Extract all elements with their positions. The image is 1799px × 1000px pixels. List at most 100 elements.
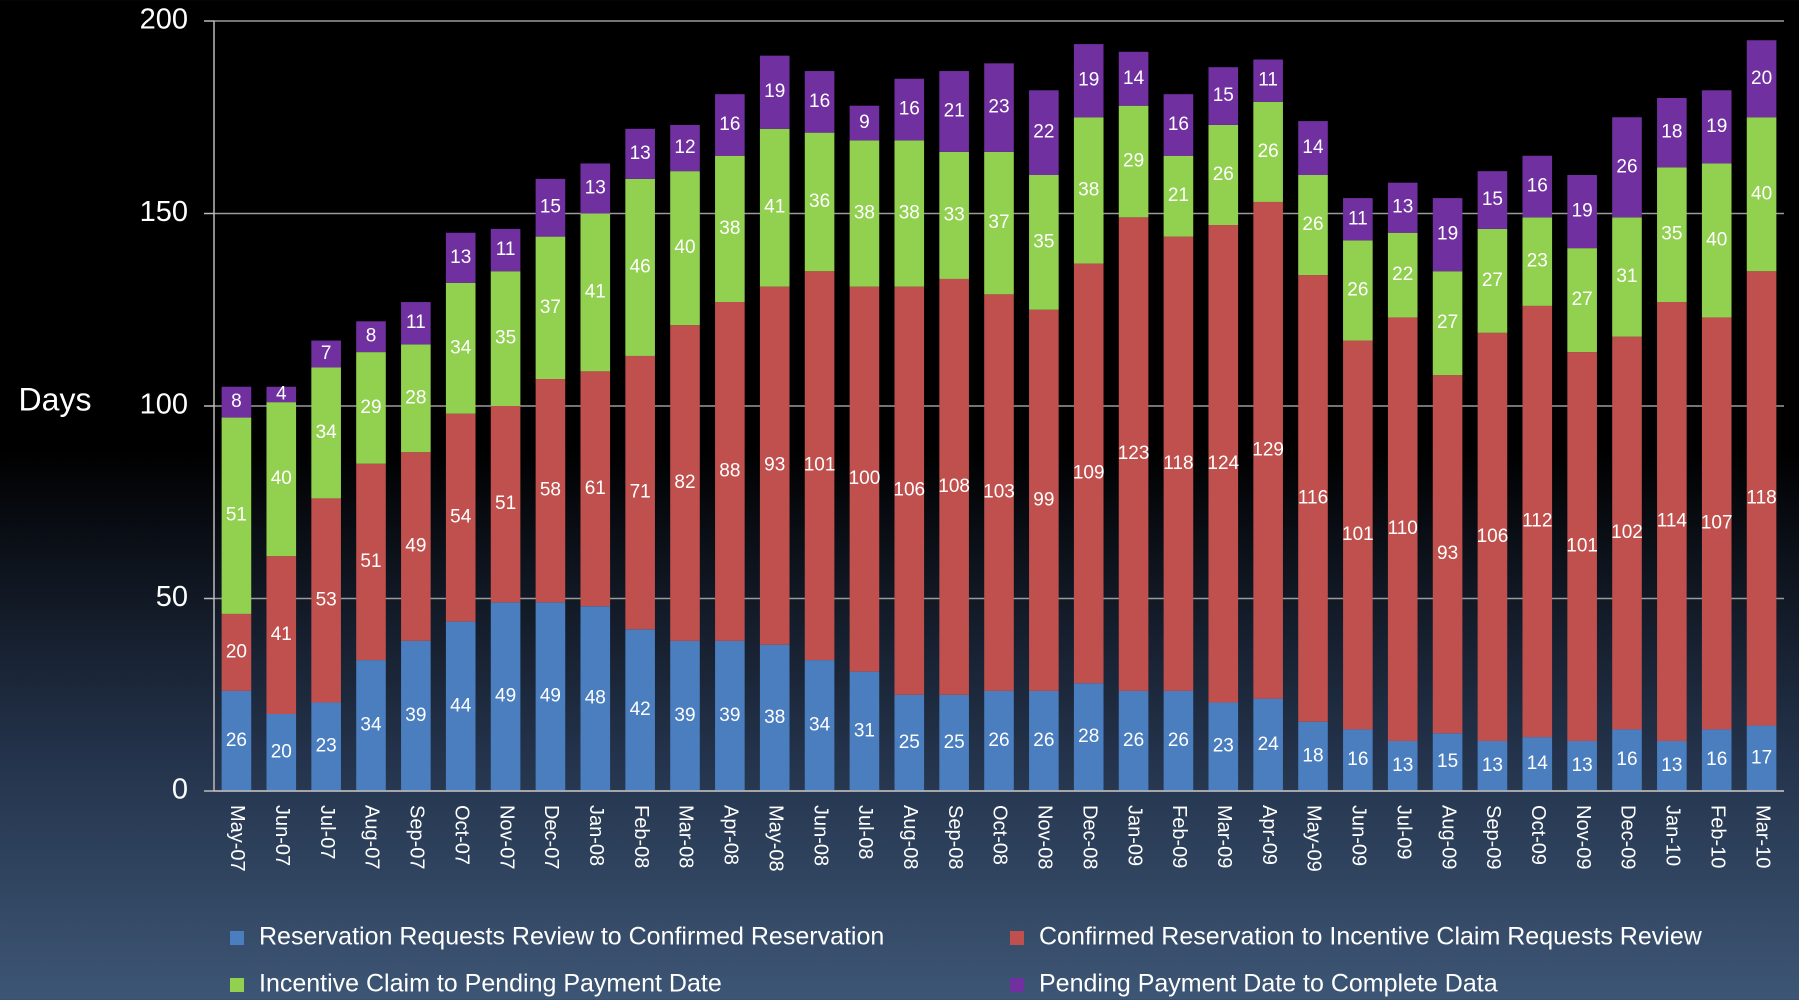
value-label: 51: [226, 505, 247, 526]
bar-segment: [984, 690, 1014, 791]
bar-segment: [1387, 232, 1418, 318]
legend-swatch: [1010, 978, 1024, 992]
value-label: 26: [226, 730, 247, 751]
x-tick-label: Aug-08: [899, 805, 921, 870]
value-label: 16: [1527, 176, 1548, 197]
legend-label: Incentive Claim to Pending Payment Date: [259, 970, 722, 998]
y-axis-label: Days: [19, 381, 92, 417]
value-label: 41: [585, 281, 606, 302]
value-label: 39: [405, 705, 426, 726]
value-label: 38: [1078, 179, 1099, 200]
x-tick-label: Feb-10: [1706, 805, 1728, 868]
value-label: 26: [1168, 730, 1189, 751]
value-label: 16: [899, 99, 920, 120]
bar-segment: [356, 463, 386, 661]
value-label: 53: [316, 589, 337, 610]
bar-segment: [1118, 690, 1149, 791]
value-label: 21: [944, 100, 965, 121]
bar-segment: [759, 55, 790, 129]
value-label: 13: [1392, 755, 1413, 776]
value-label: 39: [674, 705, 695, 726]
bar-segment: [356, 321, 386, 353]
value-label: 26: [1033, 730, 1054, 751]
bar-segment: [1298, 121, 1328, 175]
value-label: 26: [1616, 156, 1637, 177]
bar-segment: [1477, 228, 1508, 333]
value-label: 99: [1033, 489, 1054, 510]
x-tick-label: Jan-08: [585, 805, 607, 866]
x-tick-label: Jun-07: [271, 805, 293, 866]
value-label: 102: [1611, 522, 1643, 543]
bar-segment: [715, 302, 745, 641]
value-label: 16: [1706, 749, 1727, 770]
value-label: 23: [1527, 251, 1548, 272]
bar-segment: [1432, 733, 1463, 791]
value-label: 16: [1347, 749, 1368, 770]
bar-segment: [266, 386, 297, 403]
value-label: 16: [1616, 749, 1637, 770]
x-tick-label: Aug-09: [1437, 805, 1459, 870]
bar-segment: [490, 271, 521, 406]
bar-segment: [1208, 225, 1239, 703]
x-tick-label: Mar-09: [1213, 805, 1235, 868]
value-label: 22: [1033, 122, 1054, 143]
bar-segment: [356, 352, 386, 464]
x-tick-label: Mar-08: [675, 805, 697, 868]
value-label: 11: [1348, 208, 1368, 229]
value-label: 41: [271, 624, 292, 645]
bar-segment: [1163, 94, 1194, 156]
value-label: 22: [1392, 264, 1413, 285]
bar-segment: [1029, 690, 1059, 791]
bar-segment: [984, 151, 1014, 295]
x-tick-label: Feb-09: [1168, 805, 1190, 868]
bar-segment: [490, 602, 521, 791]
x-tick-label: Oct-08: [989, 805, 1011, 865]
value-label: 26: [1123, 730, 1144, 751]
value-label: 25: [944, 732, 965, 753]
bar-segment: [1163, 236, 1194, 691]
x-tick-label: Sep-08: [944, 805, 966, 870]
bar-segment: [1567, 175, 1597, 249]
legend-swatch: [230, 931, 244, 945]
value-label: 26: [1258, 141, 1279, 162]
bar-segment: [401, 344, 431, 453]
x-tick-label: May-08: [764, 805, 786, 872]
bar-segment: [1701, 90, 1732, 164]
value-label: 26: [1213, 164, 1234, 185]
bar-segment: [311, 367, 341, 499]
value-label: 16: [809, 91, 830, 112]
bar-segment: [1253, 698, 1283, 791]
bar-segment: [580, 371, 611, 607]
bar-segment: [939, 71, 969, 152]
x-tick-label: May-09: [1303, 805, 1325, 872]
x-tick-label: Jan-10: [1662, 805, 1684, 866]
legend-label: Confirmed Reservation to Incentive Claim…: [1039, 923, 1703, 951]
value-label: 27: [1572, 289, 1593, 310]
value-label: 4: [276, 383, 287, 404]
bar-segment: [1522, 155, 1553, 218]
value-label: 39: [719, 705, 740, 726]
value-label: 25: [899, 732, 920, 753]
bar-segment: [1701, 729, 1732, 791]
y-tick-label: 100: [140, 389, 188, 421]
value-label: 21: [1168, 185, 1189, 206]
bar-segment: [804, 132, 835, 272]
bar-segment: [1567, 248, 1597, 353]
value-label: 54: [450, 507, 472, 528]
bar-segment: [1387, 182, 1418, 233]
bar-segment: [1073, 117, 1104, 264]
bar-segment: [221, 613, 252, 691]
value-label: 27: [1482, 270, 1503, 291]
bar-segment: [625, 128, 655, 179]
bar-segment: [1567, 740, 1597, 791]
bar-segment: [984, 63, 1014, 152]
bar-segment: [535, 236, 566, 380]
value-label: 13: [1392, 197, 1413, 218]
value-label: 18: [1661, 122, 1682, 143]
value-label: 101: [1566, 536, 1598, 557]
bar-segment: [1477, 740, 1508, 791]
bar-segment: [1208, 702, 1239, 791]
value-label: 15: [1437, 751, 1458, 772]
x-tick-label: Jul-08: [854, 805, 876, 859]
value-label: 34: [450, 337, 472, 358]
